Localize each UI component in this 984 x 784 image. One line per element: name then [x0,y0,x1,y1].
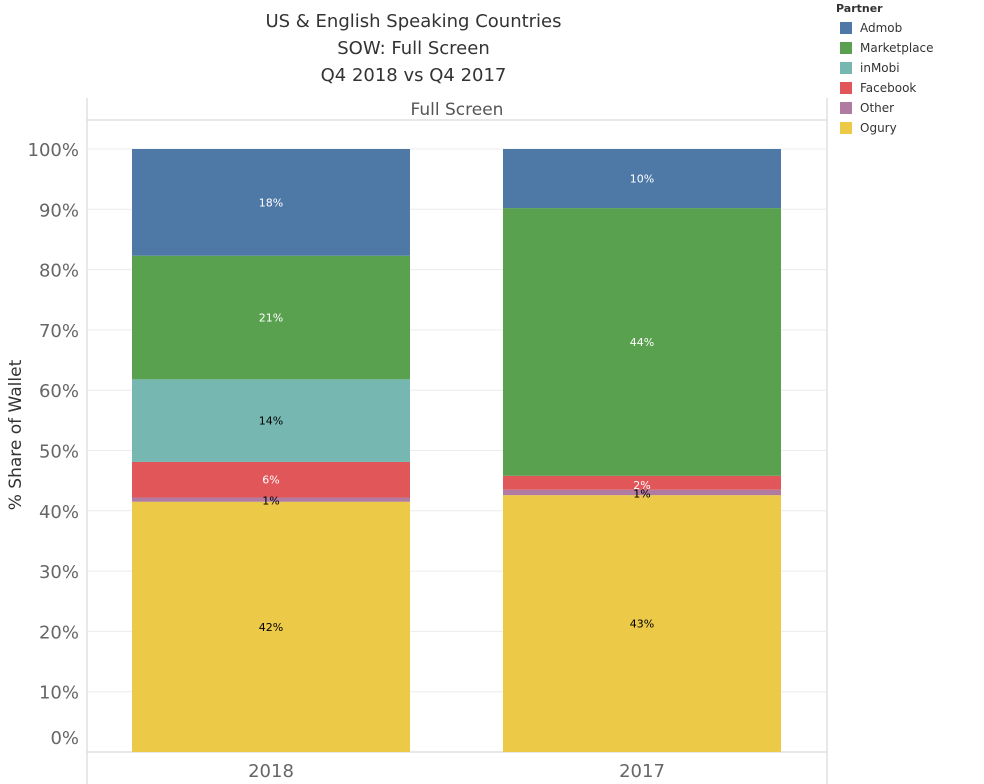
bar-segment-admob-2018 [132,149,410,256]
legend-item-admob[interactable]: Admob [836,18,981,38]
y-axis-label: % Share of Wallet [6,359,26,510]
legend-label: inMobi [860,61,900,75]
y-tick-label: 60% [39,381,79,402]
bar-segment-other-2018 [132,497,410,502]
legend-label: Facebook [860,81,917,95]
title-line-2: SOW: Full Screen [337,38,490,59]
legend-item-inmobi[interactable]: inMobi [836,58,981,78]
bar-segment-facebook-2018 [132,461,410,498]
y-tick-label: 0% [50,728,79,749]
data-label-marketplace-2018: 21% [259,312,283,325]
legend-swatch [840,122,852,134]
legend-item-facebook[interactable]: Facebook [836,78,981,98]
bar-segment-admob-2017 [503,149,781,209]
bar-segment-inmobi-2018 [132,379,410,462]
bar-segment-ogury-2017 [503,495,781,752]
legend-label: Ogury [860,121,897,135]
bar-segment-ogury-2018 [132,501,410,752]
x-tick-label: 2018 [248,761,294,782]
legend-swatch [840,42,852,54]
y-tick-label: 100% [28,140,79,161]
y-tick-label: 90% [39,200,79,221]
y-tick-label: 70% [39,321,79,342]
bar-segment-other-2017 [503,489,781,496]
y-tick-label: 30% [39,562,79,583]
legend-swatch [840,102,852,114]
data-label-admob-2017: 10% [630,173,654,186]
y-tick-label: 40% [39,502,79,523]
legend-item-ogury[interactable]: Ogury [836,118,981,138]
data-label-other-2018: 1% [262,495,279,508]
data-label-ogury-2018: 42% [259,621,283,634]
legend-label: Admob [860,21,903,35]
x-tick-label: 2017 [619,761,665,782]
panel-title: Full Screen [411,100,504,120]
legend-title: Partner [836,2,883,15]
bar-segment-marketplace-2018 [132,255,410,380]
data-label-marketplace-2017: 44% [630,336,654,349]
y-tick-label: 10% [39,683,79,704]
data-label-facebook-2018: 6% [262,474,279,487]
legend-item-marketplace[interactable]: Marketplace [836,38,981,58]
y-tick-label: 50% [39,442,79,463]
legend: Partner Admob Marketplace inMobi Facebook Ot… [836,2,981,138]
data-label-ogury-2017: 43% [630,618,654,631]
legend-label: Other [860,101,895,115]
title-line-1: US & English Speaking Countries [265,11,562,32]
bar-segment-facebook-2017 [503,475,781,490]
data-label-inmobi-2018: 14% [259,415,283,428]
data-label-admob-2018: 18% [259,196,283,209]
title-line-3: Q4 2018 vs Q4 2017 [320,65,507,86]
y-tick-label: 80% [39,261,79,282]
data-label-facebook-2017: 2% [633,479,650,492]
legend-item-other[interactable]: Other [836,98,981,118]
legend-swatch [840,22,852,34]
data-label-other-2017: 1% [633,487,650,500]
chart-title: US & English Speaking Countries SOW: Ful… [0,8,827,89]
legend-swatch [840,82,852,94]
legend-swatch [840,62,852,74]
legend-items: Admob Marketplace inMobi Facebook Other Ogury [836,18,981,138]
y-tick-label: 20% [39,622,79,643]
bar-segment-marketplace-2017 [503,208,781,476]
legend-label: Marketplace [860,41,934,55]
